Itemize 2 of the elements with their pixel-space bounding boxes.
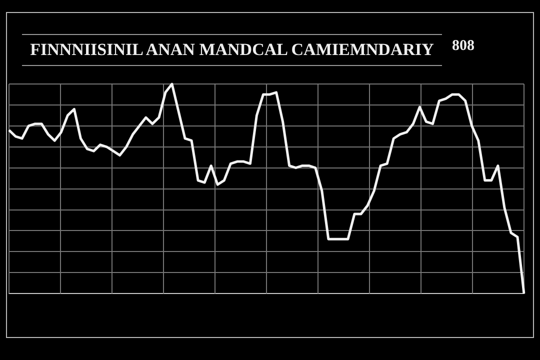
chart-title: FINNNIISINIL ANAN MANDCAL CAMIEMNDARIY <box>22 34 442 66</box>
text: 808 <box>452 38 474 55</box>
